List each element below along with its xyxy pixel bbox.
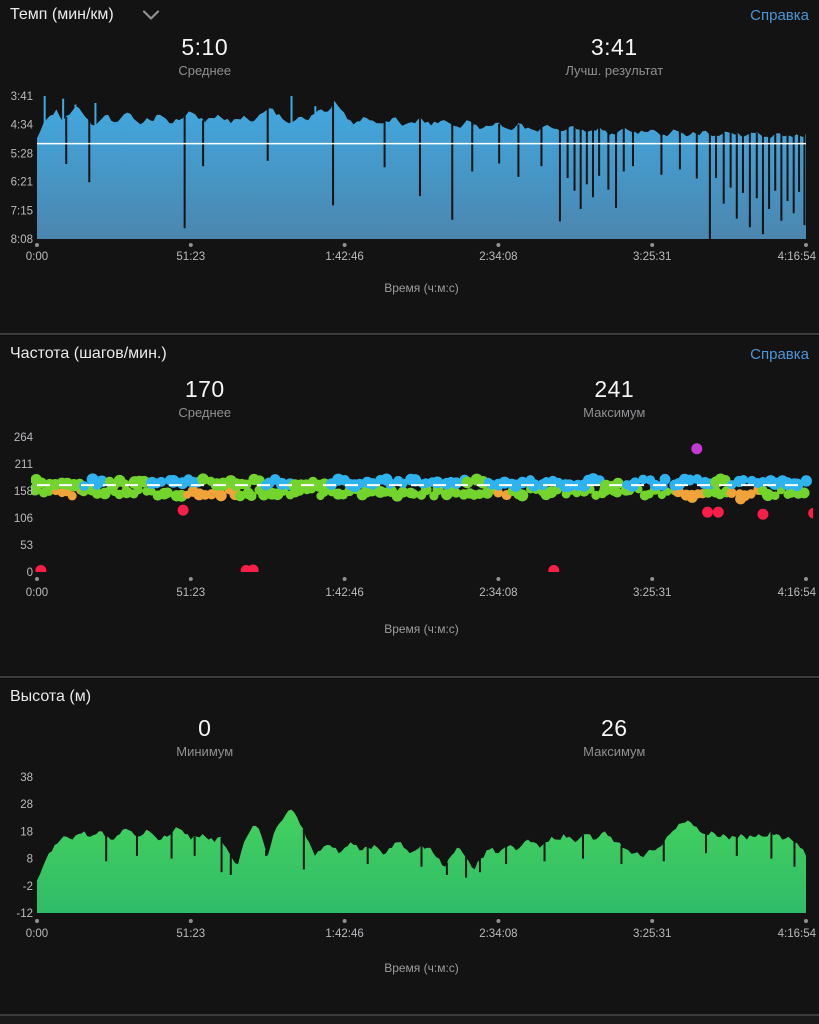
svg-text:211: 211 — [15, 459, 33, 471]
section-divider — [0, 676, 819, 678]
svg-text:51:23: 51:23 — [176, 587, 205, 599]
pace-best-stat: 3:41 Лучш. результат — [410, 34, 819, 78]
pace-best-label: Лучш. результат — [565, 63, 664, 79]
svg-text:1:42:46: 1:42:46 — [325, 587, 363, 599]
pace-section: Темп (мин/км) Справка 5:10 Среднее 3:41 … — [0, 0, 819, 333]
svg-text:51:23: 51:23 — [176, 928, 205, 940]
cadence-chart[interactable]: 264 211 158 106 53 0 0:00 51:23 1:42:46 2:34:08 3:… — [0, 430, 819, 645]
svg-text:-12: -12 — [16, 908, 33, 920]
pace-best-value: 3:41 — [590, 34, 638, 60]
svg-text:51:23: 51:23 — [176, 251, 205, 263]
cadence-max-value: 241 — [594, 376, 635, 402]
elevation-min-stat: 0 Минимум — [0, 715, 410, 759]
cadence-stats: 170 Среднее 241 Максимум — [0, 376, 819, 420]
svg-text:3:41: 3:41 — [11, 91, 33, 103]
svg-text:18: 18 — [20, 826, 33, 838]
next-section-edge — [0, 1016, 819, 1024]
svg-text:8: 8 — [27, 854, 33, 866]
cadence-help-link[interactable]: Справка — [750, 345, 809, 363]
cadence-section-title: Частота (шагов/мин.) — [10, 345, 167, 362]
svg-text:3:25:31: 3:25:31 — [633, 251, 671, 263]
svg-text:4:34: 4:34 — [11, 119, 34, 131]
svg-text:0:00: 0:00 — [26, 928, 48, 940]
svg-text:0:00: 0:00 — [26, 251, 48, 263]
cadence-average-label: Среднее — [178, 405, 232, 421]
svg-text:0: 0 — [27, 567, 33, 579]
svg-text:2:34:08: 2:34:08 — [479, 928, 517, 940]
svg-text:8:08: 8:08 — [11, 234, 33, 246]
elevation-section: Высота (м) 0 Минимум 26 Максимум 38 28 18 8… — [0, 679, 819, 1014]
elevation-section-title: Высота (м) — [10, 688, 92, 705]
svg-text:0:00: 0:00 — [26, 587, 48, 599]
svg-text:3:25:31: 3:25:31 — [633, 928, 671, 940]
elevation-min-value: 0 — [198, 715, 212, 741]
cadence-max-stat: 241 Максимум — [410, 376, 819, 420]
elevation-max-stat: 26 Максимум — [410, 715, 819, 759]
cadence-average-value: 170 — [184, 376, 225, 402]
svg-text:4:16:54: 4:16:54 — [778, 251, 817, 263]
svg-text:2:34:08: 2:34:08 — [479, 587, 517, 599]
svg-text:4:16:54: 4:16:54 — [778, 587, 817, 599]
svg-text:Время (ч:м:с): Время (ч:м:с) — [384, 622, 459, 636]
svg-text:6:21: 6:21 — [11, 177, 33, 189]
svg-text:2:34:08: 2:34:08 — [479, 251, 517, 263]
svg-text:1:42:46: 1:42:46 — [325, 928, 363, 940]
chevron-down-icon — [142, 9, 159, 20]
svg-text:53: 53 — [20, 540, 33, 552]
svg-text:28: 28 — [20, 799, 33, 811]
svg-text:264: 264 — [14, 432, 34, 444]
svg-text:5:28: 5:28 — [11, 148, 33, 160]
elevation-chart[interactable]: 38 28 18 8 -2 -12 0:00 51:23 1:42:46 2:34:08 3:25:… — [0, 770, 819, 1010]
svg-text:106: 106 — [14, 513, 33, 525]
elevation-stats: 0 Минимум 26 Максимум — [0, 715, 819, 759]
pace-average-label: Среднее — [178, 63, 232, 79]
pace-average-value: 5:10 — [181, 34, 229, 60]
elevation-max-value: 26 — [600, 715, 628, 741]
pace-chart[interactable]: 3:41 4:34 5:28 6:21 7:15 8:08 0:00 51:23 1:42:46… — [0, 88, 819, 314]
svg-text:158: 158 — [14, 486, 33, 498]
svg-text:Время (ч:м:с): Время (ч:м:с) — [384, 961, 459, 975]
pace-help-link[interactable]: Справка — [750, 6, 809, 24]
elevation-max-label: Максимум — [583, 744, 646, 760]
elevation-min-label: Минимум — [176, 744, 234, 760]
cadence-average-stat: 170 Среднее — [0, 376, 410, 420]
pace-section-title: Темп (мин/км) — [10, 6, 114, 23]
svg-text:38: 38 — [20, 772, 33, 784]
svg-text:3:25:31: 3:25:31 — [633, 587, 671, 599]
svg-text:1:42:46: 1:42:46 — [325, 251, 363, 263]
pace-average-stat: 5:10 Среднее — [0, 34, 410, 78]
bottom-divider — [0, 1014, 819, 1016]
pace-metric-selector[interactable]: Темп (мин/км) — [10, 6, 160, 24]
svg-text:-2: -2 — [23, 881, 33, 893]
cadence-max-label: Максимум — [583, 405, 646, 421]
svg-text:4:16:54: 4:16:54 — [778, 928, 817, 940]
pace-stats: 5:10 Среднее 3:41 Лучш. результат — [0, 34, 819, 78]
section-divider — [0, 333, 819, 335]
svg-text:Время (ч:м:с): Время (ч:м:с) — [384, 281, 459, 295]
cadence-section: Частота (шагов/мин.) Справка 170 Среднее… — [0, 336, 819, 676]
svg-text:7:15: 7:15 — [11, 206, 33, 218]
